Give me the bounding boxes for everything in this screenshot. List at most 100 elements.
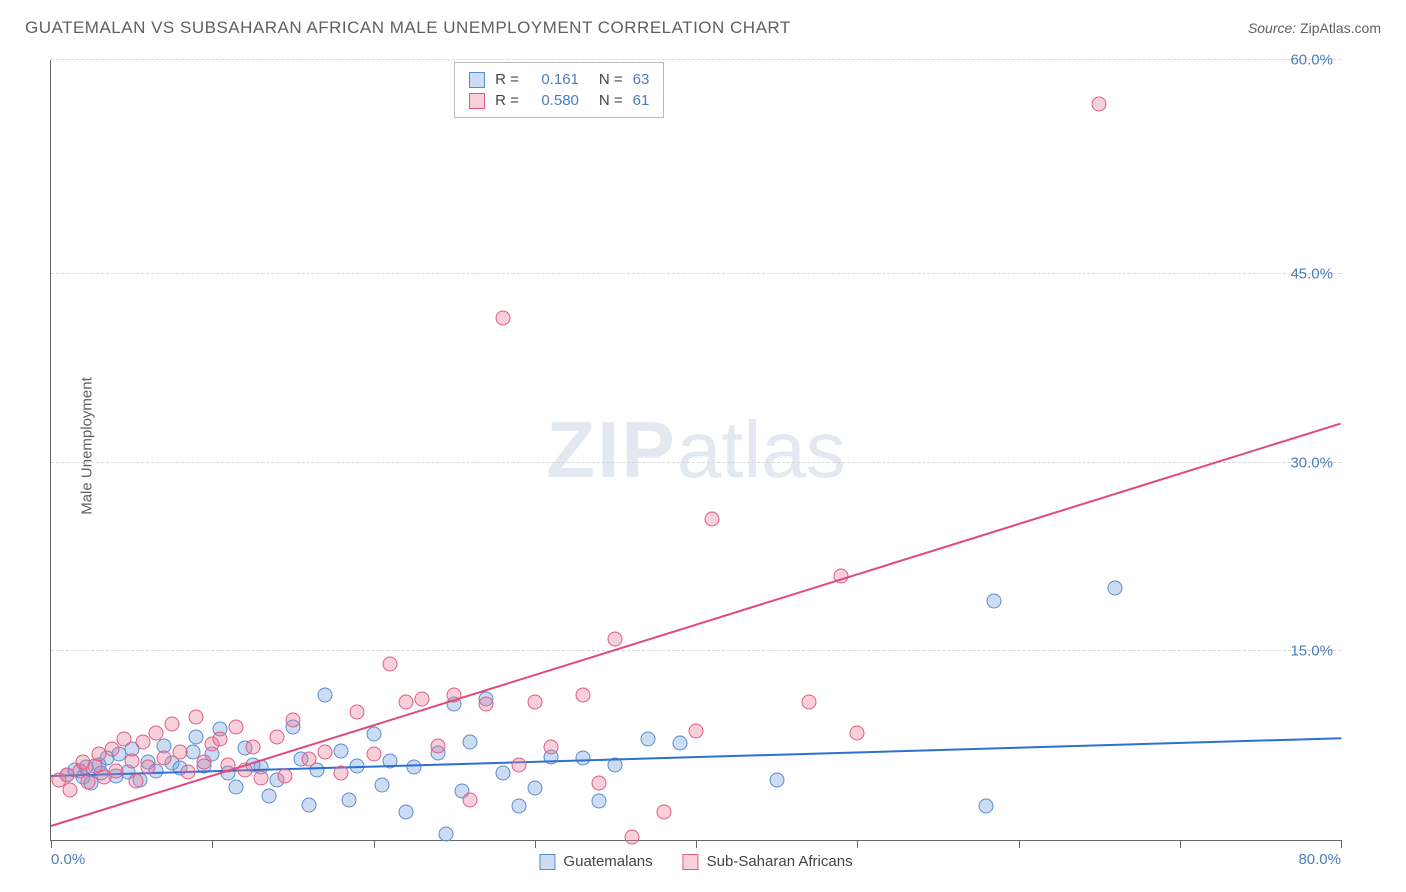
scatter-point [245,739,260,754]
legend-label: Sub-Saharan Africans [707,853,853,870]
scatter-point [414,692,429,707]
scatter-point [350,704,365,719]
n-value: 63 [633,71,650,88]
scatter-point [63,782,78,797]
scatter-point [1092,97,1107,112]
scatter-point [987,593,1002,608]
scatter-point [302,752,317,767]
scatter-point [850,726,865,741]
scatter-point [197,755,212,770]
scatter-point [334,766,349,781]
correlation-legend: R =0.161N =63R =0.580N =61 [454,62,664,118]
scatter-point [592,776,607,791]
scatter-point [511,757,526,772]
scatter-point [164,717,179,732]
scatter-point [439,826,454,841]
scatter-point [318,744,333,759]
scatter-point [705,512,720,527]
x-tick [535,840,536,848]
gridline [51,650,1341,651]
legend-label: Guatemalans [563,853,652,870]
scatter-point [261,788,276,803]
scatter-point [543,739,558,754]
scatter-point [334,743,349,758]
scatter-point [229,719,244,734]
legend-item: Guatemalans [539,853,652,870]
scatter-point [189,729,204,744]
scatter-point [527,694,542,709]
scatter-point [318,688,333,703]
scatter-point [269,729,284,744]
y-tick-label: 30.0% [1290,454,1333,471]
scatter-point [398,805,413,820]
x-tick [857,840,858,848]
scatter-point [1108,581,1123,596]
scatter-point [431,738,446,753]
legend-row: R =0.161N =63 [469,69,649,90]
scatter-plot: ZIPatlas 15.0%30.0%45.0%60.0%0.0%80.0%R … [50,60,1341,841]
scatter-point [398,694,413,709]
scatter-point [374,777,389,792]
x-tick [51,840,52,848]
y-tick-label: 45.0% [1290,265,1333,282]
scatter-point [140,760,155,775]
scatter-point [640,732,655,747]
watermark-zip: ZIP [546,405,676,494]
legend-swatch [683,854,699,870]
y-tick-label: 60.0% [1290,52,1333,69]
scatter-point [135,734,150,749]
scatter-point [156,751,171,766]
y-tick-label: 15.0% [1290,643,1333,660]
scatter-point [108,763,123,778]
scatter-point [181,765,196,780]
scatter-point [979,799,994,814]
legend-swatch [469,93,485,109]
x-tick [212,840,213,848]
gridline [51,462,1341,463]
scatter-point [656,805,671,820]
x-tick [1341,840,1342,848]
r-value: 0.580 [529,92,579,109]
scatter-point [173,744,188,759]
legend-swatch [469,72,485,88]
scatter-point [463,792,478,807]
scatter-point [592,794,607,809]
scatter-point [277,768,292,783]
scatter-point [285,713,300,728]
scatter-point [463,734,478,749]
scatter-point [366,747,381,762]
scatter-point [81,775,96,790]
scatter-point [213,732,228,747]
scatter-point [801,694,816,709]
scatter-point [576,688,591,703]
trend-line [51,423,1342,827]
scatter-point [382,656,397,671]
scatter-point [608,631,623,646]
scatter-point [129,773,144,788]
source-value: ZipAtlas.com [1300,20,1381,36]
gridline [51,59,1341,60]
scatter-point [148,726,163,741]
n-label: N = [599,92,623,109]
source-attribution: Source: ZipAtlas.com [1248,20,1381,36]
scatter-point [672,736,687,751]
scatter-point [689,723,704,738]
chart-title: GUATEMALAN VS SUBSAHARAN AFRICAN MALE UN… [25,18,791,38]
scatter-point [366,727,381,742]
scatter-point [527,781,542,796]
watermark-atlas: atlas [677,405,846,494]
scatter-point [495,766,510,781]
r-label: R = [495,92,519,109]
scatter-point [769,772,784,787]
x-tick [1019,840,1020,848]
scatter-point [229,780,244,795]
x-tick [696,840,697,848]
scatter-point [302,797,317,812]
legend-row: R =0.580N =61 [469,90,649,111]
gridline [51,273,1341,274]
r-value: 0.161 [529,71,579,88]
x-tick [374,840,375,848]
series-legend: Guatemalans Sub-Saharan Africans [539,853,852,870]
r-label: R = [495,71,519,88]
scatter-point [624,830,639,845]
